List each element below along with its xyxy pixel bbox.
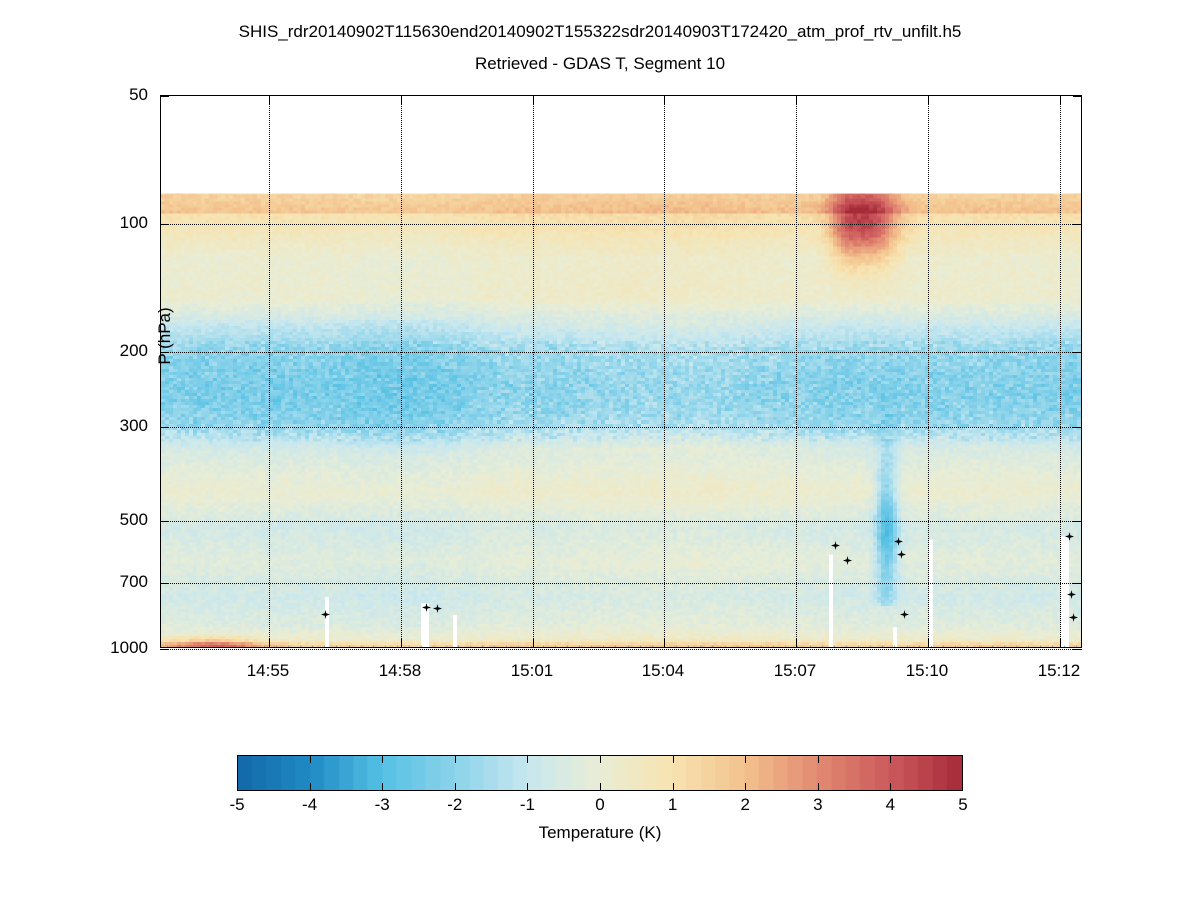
colorbar-tick — [454, 755, 456, 763]
colorbar-tick — [745, 783, 747, 791]
colorbar-tick-label: 3 — [813, 795, 823, 814]
x-axis-tick-label: 14:58 — [378, 661, 422, 680]
gridline-horizontal — [161, 521, 1081, 523]
colorbar-container: -5 -4 -3 -2 -1 0 1 2 3 4 5 Temperature (K) — [229, 755, 968, 842]
y-tick — [160, 426, 169, 428]
y-axis-tick-label: 500 — [119, 510, 148, 530]
y-tick-right — [1073, 351, 1082, 353]
x-axis-tick-label: 15:12 — [1037, 661, 1081, 680]
y-tick — [160, 223, 169, 225]
colorbar-tick — [672, 783, 674, 791]
x-axis-tick-label: 14:55 — [246, 661, 290, 680]
y-tick-right — [1073, 521, 1082, 523]
x-axis-tick-label: 15:01 — [510, 661, 554, 680]
y-axis-tick-label: 1000 — [110, 638, 148, 657]
colorbar-tick — [527, 755, 529, 763]
gridline-horizontal — [161, 426, 1081, 428]
x-tick-top — [796, 95, 797, 104]
gridline-vertical — [269, 96, 270, 647]
colorbar-tick — [817, 755, 819, 763]
y-tick-right — [1073, 426, 1082, 428]
colorbar-tick — [600, 783, 601, 791]
colorbar-tick-label: 5 — [958, 795, 968, 814]
x-tick-top — [269, 95, 270, 104]
x-tick-top — [928, 95, 929, 104]
x-tick — [401, 639, 402, 648]
x-axis-tick-label: 15:10 — [905, 661, 949, 680]
heatmap-canvas — [161, 96, 1081, 647]
colorbar-tick — [454, 783, 456, 791]
colorbar-tick-label: -4 — [302, 795, 318, 814]
gridline-vertical — [1060, 96, 1061, 647]
colorbar-tick — [382, 783, 384, 791]
gridline-horizontal — [161, 583, 1081, 585]
colorbar-title: Temperature (K) — [538, 823, 662, 842]
y-tick-right — [1073, 96, 1082, 97]
y-axis-tick-label: 300 — [119, 415, 148, 435]
x-tick-top — [401, 95, 402, 104]
x-tick — [796, 639, 797, 648]
x-tick-top — [533, 95, 534, 104]
y-axis-tick-label: 200 — [119, 340, 148, 360]
colorbar-tick — [817, 783, 819, 791]
colorbar-tick-label: 4 — [885, 795, 896, 814]
y-tick — [160, 649, 169, 650]
heatmap-clip — [161, 96, 1081, 647]
x-tick-top — [1060, 95, 1061, 104]
colorbar-tick-label: -2 — [447, 795, 463, 814]
y-tick-right — [1073, 223, 1082, 225]
colorbar-tick — [745, 755, 747, 763]
colorbar-tick — [890, 783, 892, 791]
colorbar-tick-label: -5 — [229, 795, 245, 814]
y-tick-right — [1073, 583, 1082, 585]
gridline-vertical — [928, 96, 929, 647]
figure-subtitle: Retrieved - GDAS T, Segment 10 — [474, 54, 726, 73]
x-tick — [928, 639, 929, 648]
y-tick — [160, 351, 169, 353]
gridline-vertical — [401, 96, 402, 647]
gridline-vertical — [664, 96, 665, 647]
colorbar-tick — [600, 755, 601, 763]
colorbar-tick-label: -3 — [374, 795, 390, 814]
y-tick — [160, 96, 169, 97]
figure-title: SHIS_rdr20140902T115630end20140902T15532… — [238, 22, 962, 41]
x-tick — [269, 639, 270, 648]
gridline-horizontal — [161, 351, 1081, 353]
colorbar-tick — [309, 755, 311, 763]
gridline-horizontal — [161, 649, 1081, 650]
x-axis-tick-label: 15:07 — [773, 661, 817, 680]
y-axis-title: P (hPa) — [155, 307, 174, 365]
colorbar-tick-label: 2 — [740, 795, 750, 814]
colorbar-tick — [672, 755, 674, 763]
colorbar-tick — [527, 783, 529, 791]
colorbar-tick — [382, 755, 384, 763]
gridline-horizontal — [161, 223, 1081, 225]
colorbar-tick-label: 1 — [667, 795, 678, 814]
gridline-vertical — [533, 96, 534, 647]
gridline-vertical — [796, 96, 797, 647]
y-axis-tick-label: 50 — [129, 85, 148, 104]
colorbar-tick-label: 0 — [595, 795, 605, 814]
heatmap-image — [161, 96, 1081, 647]
y-tick — [160, 521, 169, 523]
x-tick — [1060, 639, 1061, 648]
y-tick — [160, 583, 169, 585]
colorbar-tick — [309, 783, 311, 791]
x-tick-top — [664, 95, 665, 104]
colorbar-tick-label: -1 — [519, 795, 535, 814]
y-axis-tick-label: 700 — [119, 572, 148, 592]
y-tick-right — [1073, 649, 1082, 650]
x-tick — [664, 639, 665, 648]
colorbar-tick — [890, 755, 892, 763]
x-axis-tick-label: 15:04 — [641, 661, 685, 680]
x-tick — [533, 639, 534, 648]
y-axis-tick-label: 100 — [119, 212, 148, 232]
plot-area: P (hPa) — [155, 95, 1082, 650]
